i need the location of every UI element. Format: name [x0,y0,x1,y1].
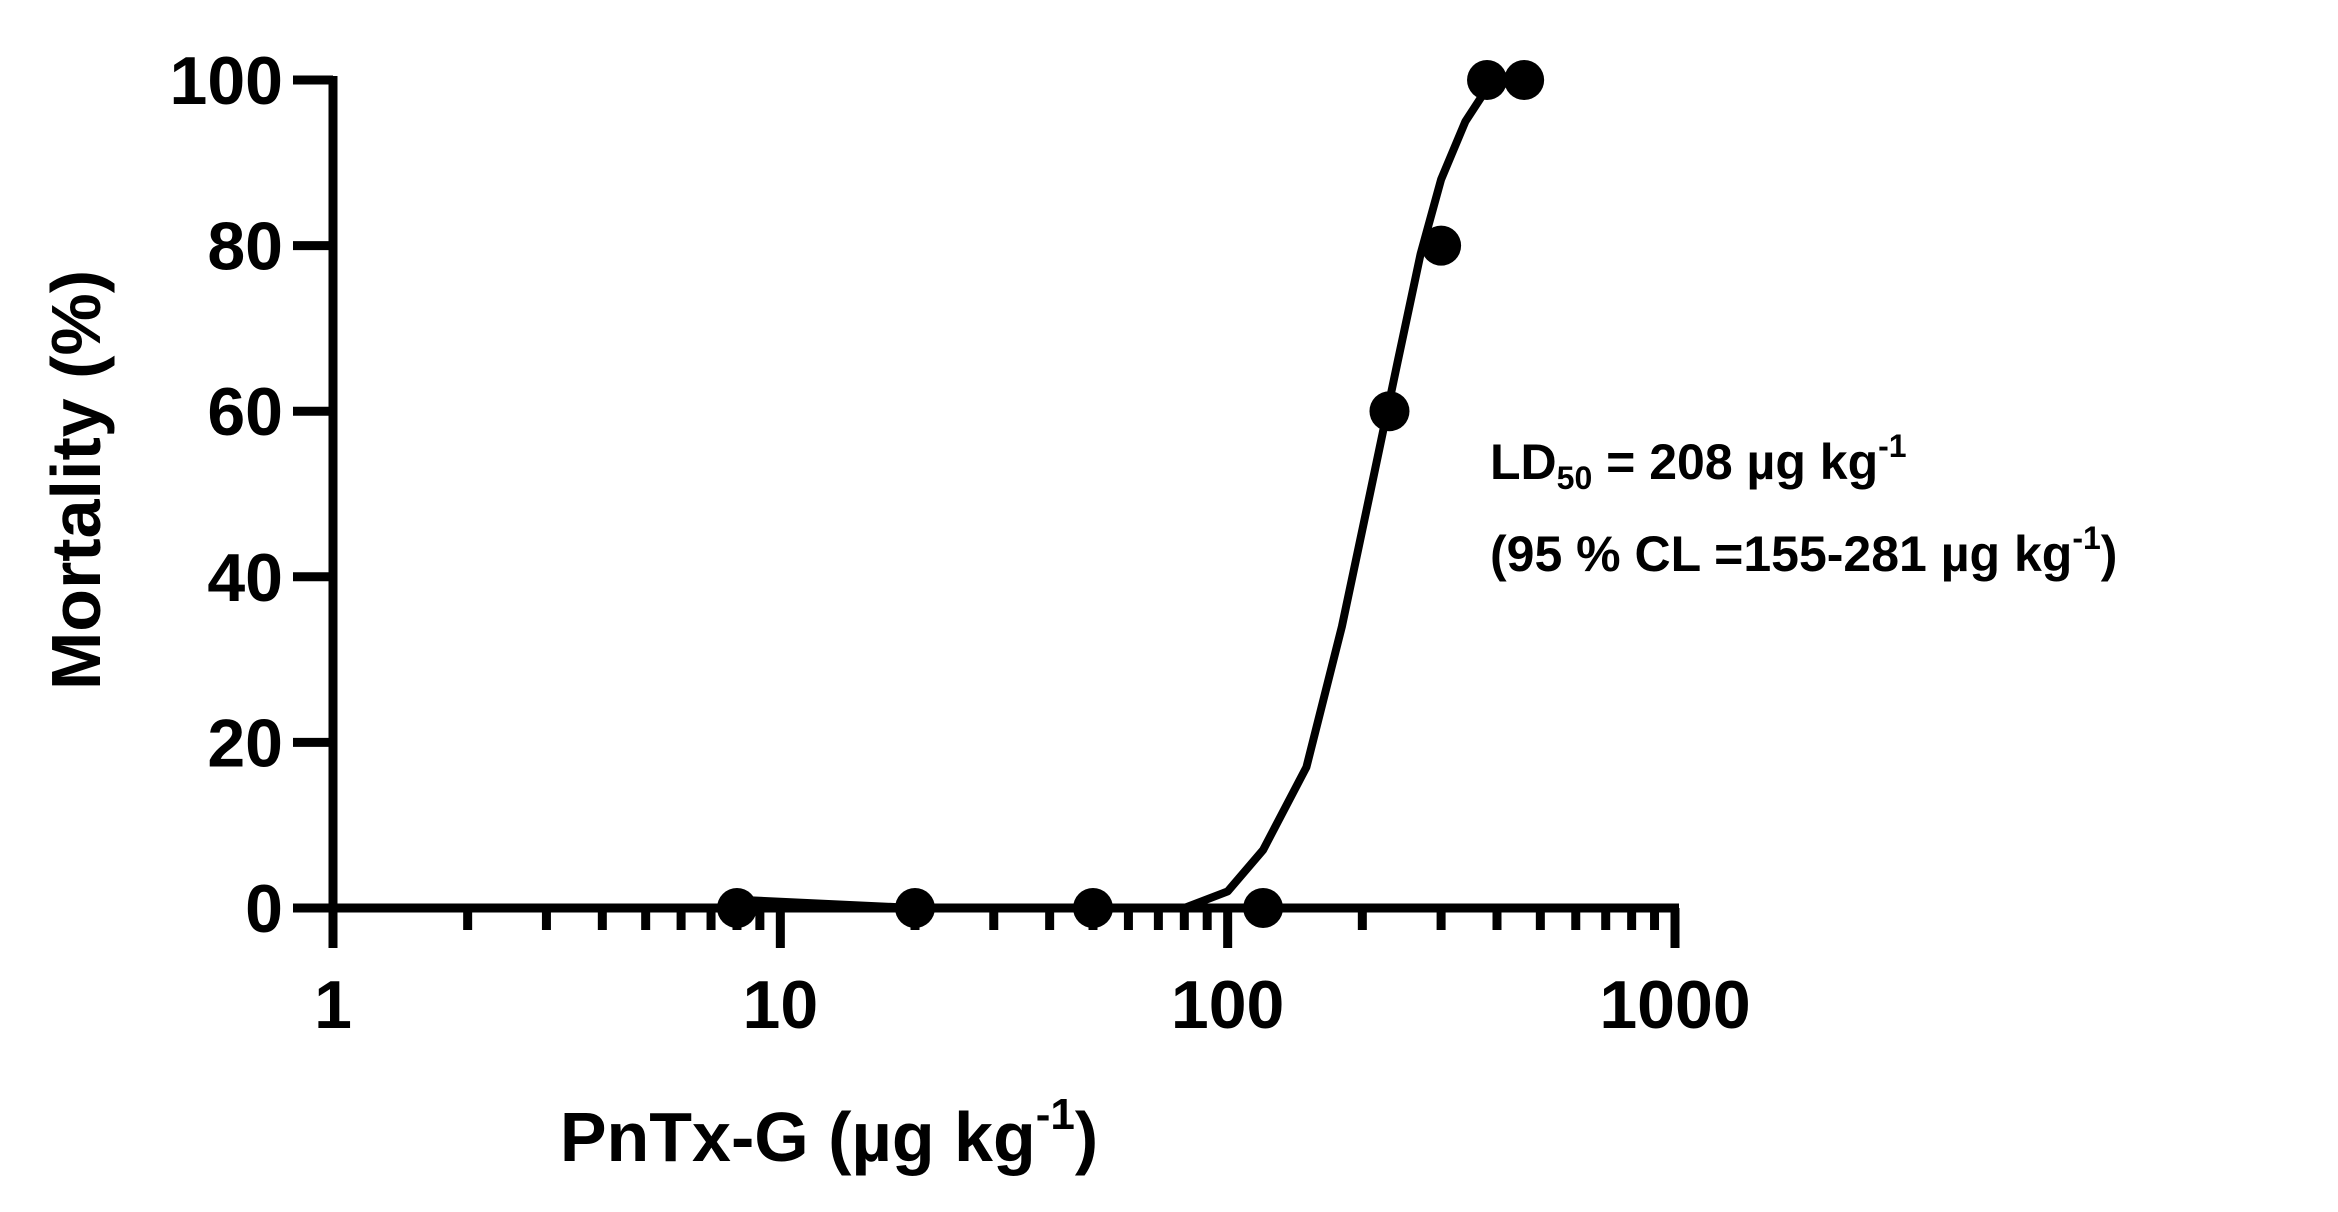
y-tick-label-0: 0 [245,871,283,947]
x-tick-label-100: 100 [1171,967,1284,1043]
x-tick-label-1000: 1000 [1599,967,1750,1043]
x-axis-label-exponent: -1 [1035,1090,1075,1139]
y-axis-label: Mortality (%) [37,270,115,690]
x-tick-label-1: 1 [314,967,352,1043]
ld50-unit-exponent: -1 [1878,428,1907,464]
cl-text: (95 % CL =155-281 µg kg [1490,526,2073,582]
data-point-8 [1504,60,1545,100]
data-point-3 [1073,888,1114,928]
axes: 0 20 40 60 80 100 1 10 100 1000 [170,43,1751,1043]
x-tick-label-10: 10 [743,967,819,1043]
data-point-2 [894,888,935,928]
x-axis-label-text: PnTx-G (µg kg [559,1098,1036,1176]
data-points-layer [716,60,1545,928]
fit-curve [733,76,1511,912]
data-point-7 [1467,60,1508,100]
y-tick-label-100: 100 [170,43,283,119]
y-tick-label-80: 80 [207,209,283,285]
cl-close: ) [2100,526,2118,582]
data-point-4 [1243,888,1284,928]
data-point-1 [716,888,757,928]
fit-curve-layer [733,76,1511,912]
y-tick-label-40: 40 [207,540,283,616]
cl-unit-exponent: -1 [2072,520,2101,556]
data-point-5 [1369,391,1410,432]
x-axis-label: PnTx-G (µg kg-1) [0,1090,2338,1177]
data-point-6 [1421,225,1462,266]
ld50-annotation: LD50 = 208 µg kg-1 [1490,430,1907,494]
y-tick-label-60: 60 [207,374,283,450]
ld50-value: = 208 µg kg [1592,434,1879,490]
x-axis-label-close: ) [1074,1098,1099,1176]
confidence-limit-annotation: (95 % CL =155-281 µg kg-1) [1490,522,2117,579]
ld50-prefix: LD [1490,434,1557,490]
y-tick-label-20: 20 [207,705,283,781]
ld50-subscript: 50 [1556,460,1593,496]
